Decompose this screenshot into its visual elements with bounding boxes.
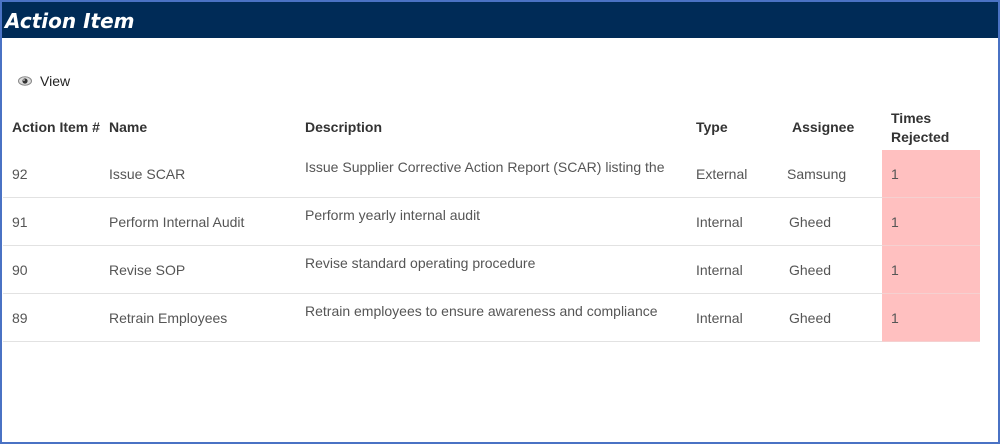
cell-type: Internal [687,293,783,342]
eye-icon [18,76,32,86]
table-header-row: Action Item # Name Description Type Assi… [3,105,980,150]
table-row[interactable]: 92 Issue SCAR Issue Supplier Corrective Ac… [3,150,980,198]
cell-id: 89 [3,293,100,342]
cell-description: Revise standard operating procedure [296,245,687,294]
panel-title: Action Item [5,9,135,33]
cell-id: 90 [3,245,100,294]
cell-times-rejected: 1 [882,150,980,198]
cell-name: Retrain Employees [100,293,296,342]
cell-times-rejected: 1 [882,245,980,294]
title-bar: Action Item [2,2,998,38]
cell-name: Issue SCAR [100,150,296,198]
cell-description: Retrain employees to ensure awareness an… [296,293,687,342]
cell-type: Internal [687,197,783,246]
table-row[interactable]: 89 Retrain Employees Retrain employees to … [3,293,980,342]
col-header-id[interactable]: Action Item # [12,119,100,135]
cell-assignee: Gheed [783,197,882,246]
cell-id: 92 [3,150,100,198]
action-items-table: Action Item # Name Description Type Assi… [3,105,980,342]
cell-times-rejected: 1 [882,197,980,246]
cell-description: Issue Supplier Corrective Action Report … [296,150,687,198]
table-row[interactable]: 90 Revise SOP Revise standard operating pr… [3,245,980,294]
cell-type: Internal [687,245,783,294]
col-header-assignee[interactable]: Assignee [792,119,855,135]
cell-times-rejected: 1 [882,293,980,342]
col-header-type[interactable]: Type [696,119,728,135]
cell-description: Perform yearly internal audit [296,197,687,246]
cell-assignee: Gheed [783,245,882,294]
cell-name: Perform Internal Audit [100,197,296,246]
cell-type: External [687,150,783,198]
cell-id: 91 [3,197,100,246]
col-header-times-rejected[interactable]: Times Rejected [891,109,950,145]
cell-name: Revise SOP [100,245,296,294]
view-button[interactable]: View [18,73,70,89]
col-header-description[interactable]: Description [305,119,383,135]
view-label: View [40,73,71,89]
cell-assignee: Gheed [783,293,882,342]
cell-assignee: Samsung [783,150,882,198]
col-header-name[interactable]: Name [109,119,148,135]
table-row[interactable]: 91 Perform Internal Audit Perform yearly i… [3,197,980,246]
